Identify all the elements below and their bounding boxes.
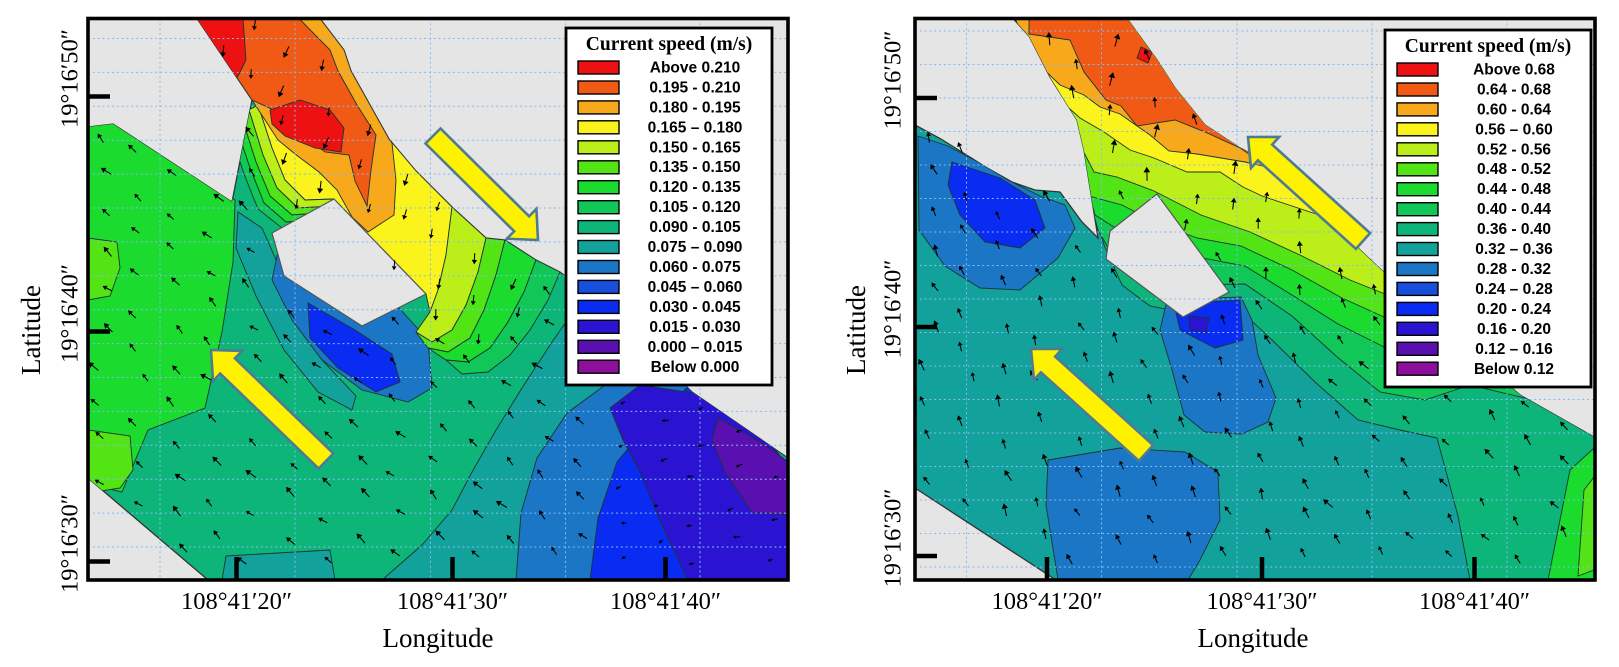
svg-text:0.150 - 0.165: 0.150 - 0.165 — [649, 139, 741, 156]
svg-text:0.030 - 0.045: 0.030 - 0.045 — [649, 299, 741, 316]
svg-text:19°16′50″: 19°16′50″ — [57, 29, 84, 128]
svg-text:108°41′20″: 108°41′20″ — [181, 588, 292, 615]
svg-text:Latitude: Latitude — [841, 285, 871, 375]
svg-text:Below 0.12: Below 0.12 — [1474, 361, 1554, 378]
svg-text:19°16′30″: 19°16′30″ — [880, 489, 907, 588]
svg-text:0.32 – 0.36: 0.32 – 0.36 — [1475, 241, 1553, 258]
svg-text:19°16′30″: 19°16′30″ — [57, 494, 84, 593]
svg-text:0.195 - 0.210: 0.195 - 0.210 — [649, 80, 740, 97]
svg-text:Below 0.000: Below 0.000 — [651, 359, 740, 376]
svg-text:108°41′30″: 108°41′30″ — [397, 588, 508, 615]
svg-text:0.40 - 0.44: 0.40 - 0.44 — [1477, 201, 1551, 218]
svg-text:Longitude: Longitude — [383, 623, 494, 653]
svg-text:0.56 – 0.60: 0.56 – 0.60 — [1475, 121, 1553, 138]
svg-text:0.52 - 0.56: 0.52 - 0.56 — [1477, 141, 1551, 158]
svg-text:0.120 - 0.135: 0.120 - 0.135 — [649, 179, 741, 196]
svg-text:Current speed (m/s): Current speed (m/s) — [586, 34, 752, 55]
svg-text:0.135 - 0.150: 0.135 - 0.150 — [649, 159, 740, 176]
svg-text:0.180 - 0.195: 0.180 - 0.195 — [649, 99, 741, 116]
svg-text:0.64 - 0.68: 0.64 - 0.68 — [1477, 82, 1551, 99]
svg-text:19°16′40″: 19°16′40″ — [57, 264, 84, 363]
svg-text:Latitude: Latitude — [16, 285, 46, 375]
svg-text:108°41′40″: 108°41′40″ — [610, 588, 721, 615]
svg-text:108°41′20″: 108°41′20″ — [991, 588, 1102, 615]
svg-text:108°41′30″: 108°41′30″ — [1206, 588, 1317, 615]
svg-text:108°41′40″: 108°41′40″ — [1419, 588, 1530, 615]
svg-text:0.000 – 0.015: 0.000 – 0.015 — [648, 339, 743, 356]
svg-text:0.36 - 0.40: 0.36 - 0.40 — [1477, 221, 1551, 238]
svg-text:0.16 - 0.20: 0.16 - 0.20 — [1477, 321, 1551, 338]
svg-text:0.060 - 0.075: 0.060 - 0.075 — [649, 259, 741, 276]
svg-text:Current speed (m/s): Current speed (m/s) — [1405, 36, 1571, 57]
svg-text:0.015 - 0.030: 0.015 - 0.030 — [649, 319, 740, 336]
svg-text:0.60 - 0.64: 0.60 - 0.64 — [1477, 101, 1551, 118]
svg-text:0.20 - 0.24: 0.20 - 0.24 — [1477, 301, 1551, 318]
svg-text:0.48 - 0.52: 0.48 - 0.52 — [1477, 161, 1551, 178]
svg-text:0.44 - 0.48: 0.44 - 0.48 — [1477, 181, 1551, 198]
svg-text:0.24 – 0.28: 0.24 – 0.28 — [1475, 281, 1553, 298]
svg-text:0.075 – 0.090: 0.075 – 0.090 — [648, 239, 743, 256]
svg-text:0.28 - 0.32: 0.28 - 0.32 — [1477, 261, 1551, 278]
svg-text:0.165 – 0.180: 0.165 – 0.180 — [648, 119, 743, 136]
svg-text:0.045 – 0.060: 0.045 – 0.060 — [648, 279, 743, 296]
svg-text:19°16′50″: 19°16′50″ — [880, 31, 907, 130]
svg-text:Above 0.68: Above 0.68 — [1473, 62, 1555, 79]
svg-text:Above 0.210: Above 0.210 — [650, 60, 740, 77]
svg-text:19°16′40″: 19°16′40″ — [880, 260, 907, 359]
svg-text:Longitude: Longitude — [1198, 623, 1309, 653]
svg-text:0.12 – 0.16: 0.12 – 0.16 — [1475, 341, 1553, 358]
svg-text:0.090 - 0.105: 0.090 - 0.105 — [649, 219, 741, 236]
svg-text:0.105 - 0.120: 0.105 - 0.120 — [649, 199, 740, 216]
